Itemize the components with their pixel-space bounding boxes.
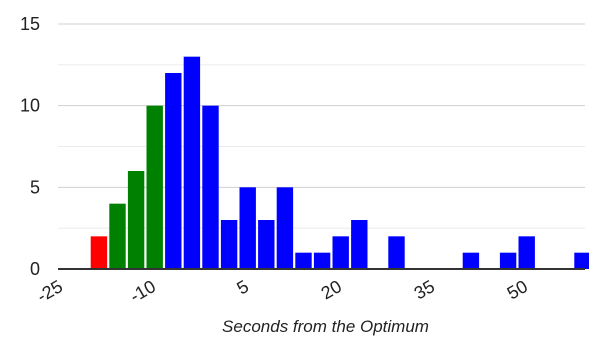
bar-15 <box>388 236 405 269</box>
y-tick-label: 5 <box>30 177 40 197</box>
bar-9 <box>258 220 275 269</box>
x-tick-label: 5 <box>233 276 252 298</box>
bar-0 <box>90 236 108 269</box>
y-tick-label: 0 <box>30 259 40 279</box>
bar-12 <box>313 252 331 269</box>
bar-5 <box>183 56 201 269</box>
y-tick-label: 15 <box>20 14 40 34</box>
x-axis-label: Seconds from the Optimum <box>222 317 429 336</box>
y-axis-ticks: 0 5 10 15 <box>20 14 40 279</box>
bar-2 <box>127 171 145 269</box>
x-tick-label: -10 <box>126 276 159 306</box>
bar-17 <box>499 252 517 269</box>
x-axis-ticks: -25-105203550658095110 <box>33 276 531 306</box>
bar-14 <box>351 220 368 269</box>
x-tick-label: 20 <box>318 276 345 303</box>
bar-6 <box>202 105 219 270</box>
bar-4 <box>165 73 182 269</box>
bar-16 <box>462 252 480 269</box>
bar-10 <box>276 187 294 269</box>
x-tick-label: 35 <box>411 276 438 303</box>
bar-8 <box>239 187 256 269</box>
grid-lines <box>58 23 585 229</box>
x-tick-label: 50 <box>504 276 531 303</box>
bar-18 <box>518 236 535 269</box>
bar-11 <box>295 252 312 269</box>
bar-7 <box>220 220 238 269</box>
bar-13 <box>332 236 349 269</box>
bar-3 <box>146 105 163 270</box>
x-tick-label: -25 <box>33 276 66 306</box>
y-tick-label: 10 <box>20 96 40 116</box>
bar-1 <box>109 203 126 269</box>
bars <box>90 56 589 270</box>
bar-19 <box>574 252 589 269</box>
